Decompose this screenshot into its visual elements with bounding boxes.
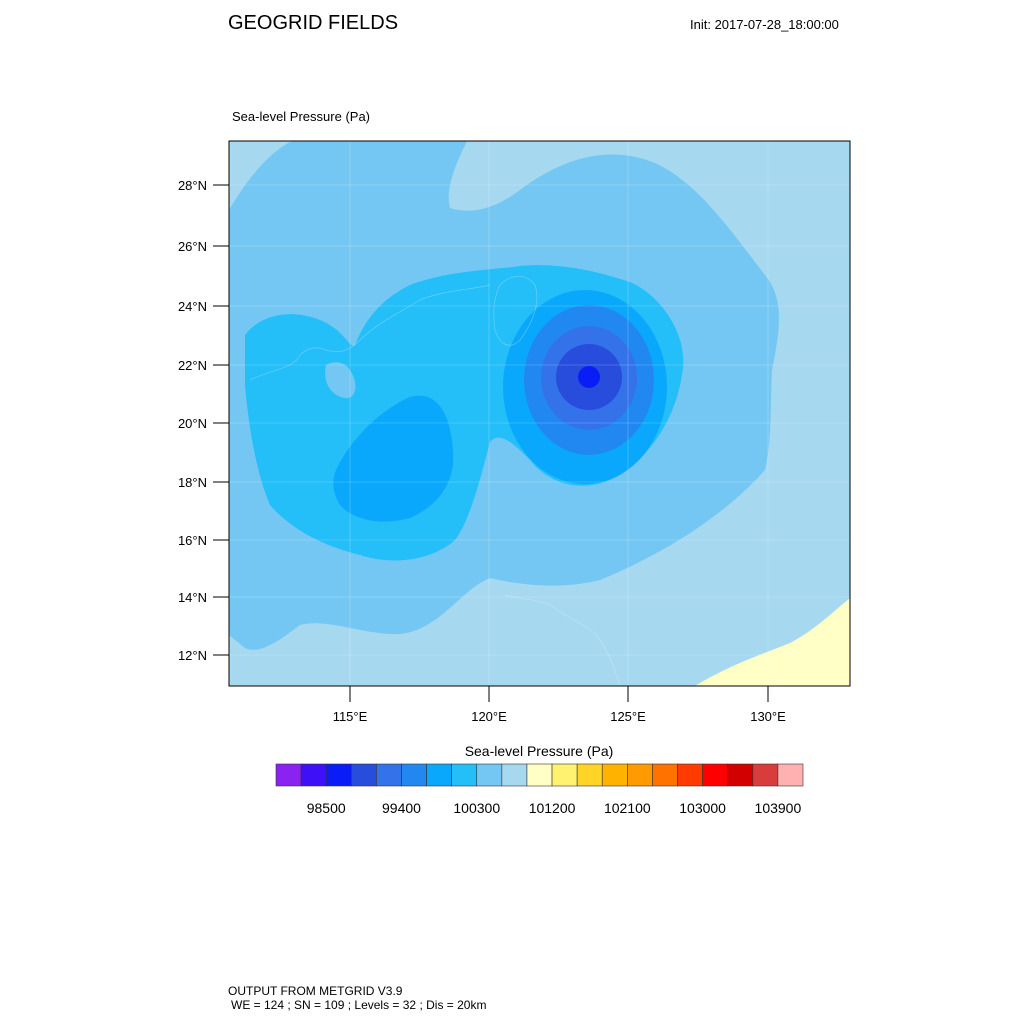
colorbar-swatch [350,763,377,787]
longitude-axis: 115°E 120°E 125°E 130°E [333,686,786,724]
colorbar-label: 102100 [604,800,651,816]
coastlines [249,276,621,686]
colorbar-swatch [601,763,628,787]
colorbar-swatch [451,763,478,787]
lon-tick-label: 125°E [610,709,646,724]
lat-tick-label: 20°N [178,416,207,431]
colorbar-swatch [627,763,653,787]
colorbar-swatch [501,763,528,787]
colorbar-swatch [275,763,302,787]
lat-tick-label: 18°N [178,475,207,490]
footer-output-line: OUTPUT FROM METGRID V3.9 [228,984,403,998]
colorbar-swatch [576,763,603,787]
colorbar-swatch [526,763,553,787]
colorbar-swatch [777,763,804,787]
field-title: Sea-level Pressure (Pa) [232,109,370,124]
colorbar-swatch [300,763,327,787]
colorbar-swatch [476,763,503,787]
lat-tick-label: 16°N [178,533,207,548]
lon-tick-label: 120°E [471,709,507,724]
lat-tick-label: 22°N [178,358,207,373]
lon-tick-label: 130°E [750,709,786,724]
map-frame [228,140,851,687]
lat-tick-label: 14°N [178,590,207,605]
colorbar-label: 99400 [382,800,421,816]
colorbar-label: 100300 [453,800,500,816]
colorbar-title: Sea-level Pressure (Pa) [465,743,614,759]
latitude-axis: 12°N 14°N 16°N 18°N 20°N 22°N 24°N 26°N 28°N [178,178,229,663]
footer-grid-info: WE = 124 ; SN = 109 ; Levels = 32 ; Dis … [231,998,487,1012]
colorbar-swatch [551,763,578,787]
colorbar-swatch [325,763,352,787]
lat-tick-label: 28°N [178,178,207,193]
colorbar-labels: 98500 99400 100300 101200 102100 103000 103900 [307,800,802,816]
colorbar-swatch [401,763,427,787]
colorbar-swatch [677,763,703,787]
lon-tick-label: 115°E [333,709,368,724]
colorbar-swatch [752,763,779,787]
contour-level-98800 [578,366,600,388]
colorbar [275,763,804,787]
init-time-label: Init: 2017-07-28_18:00:00 [690,17,839,32]
colorbar-swatch [426,763,452,787]
colorbar-swatch [652,763,678,787]
colorbar-label: 103000 [679,800,726,816]
graticule [229,141,850,686]
contour-level-100000-west [333,395,454,522]
lat-tick-label: 12°N [178,648,207,663]
colorbar-swatch [702,763,729,787]
main-title: GEOGRID FIELDS [228,12,399,34]
colorbar-label: 103900 [755,800,802,816]
colorbar-swatch [376,763,402,787]
colorbar-label: 101200 [529,800,576,816]
pressure-contours [229,141,850,686]
lat-tick-label: 24°N [178,299,207,314]
contour-level-101200 [695,598,850,686]
lat-tick-label: 26°N [178,239,207,254]
land-patch [324,362,356,399]
colorbar-label: 98500 [307,800,346,816]
colorbar-swatch [727,763,754,787]
